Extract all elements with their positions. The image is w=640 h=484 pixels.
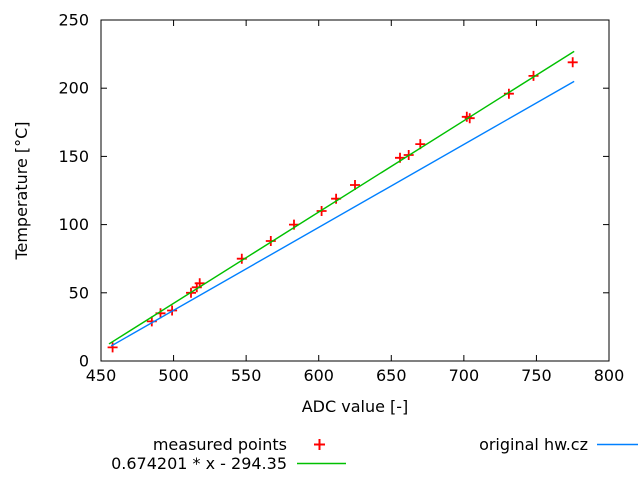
x-tick-label: 500 <box>158 366 189 385</box>
plot-border <box>100 19 610 362</box>
legend-label-original-hwcz: original hw.cz <box>479 435 588 454</box>
legend-marker-measured-points <box>314 439 325 450</box>
x-tick-label: 550 <box>231 366 262 385</box>
tick-labels: 450 500 550 600 650 700 750 800 0 50 100 150 200 250 <box>58 11 624 386</box>
x-tick-label: 800 <box>594 366 625 385</box>
legend-label-fit-line: 0.674201 * x - 294.35 <box>111 454 287 473</box>
y-tick-label: 100 <box>58 215 89 234</box>
y-tick-label: 50 <box>69 283 89 302</box>
y-tick-label: 200 <box>58 79 89 98</box>
x-tick-label: 450 <box>86 366 117 385</box>
y-tick-label: 150 <box>58 147 89 166</box>
legend: measured points 0.674201 * x - 294.35 or… <box>111 435 638 473</box>
axis-ticks <box>100 19 610 362</box>
x-tick-label: 700 <box>449 366 480 385</box>
series-layer <box>107 50 578 353</box>
series-line-original-hw-cz <box>110 80 575 347</box>
y-tick-label: 250 <box>58 11 89 30</box>
series-line-0-674201-x-294-35 <box>108 50 575 345</box>
x-tick-label: 650 <box>376 366 407 385</box>
legend-label-measured-points: measured points <box>153 435 287 454</box>
y-tick-label: 0 <box>79 352 89 371</box>
x-tick-label: 750 <box>521 366 552 385</box>
x-axis-label: ADC value [-] <box>302 397 409 416</box>
y-axis-label: Temperature [°C] <box>12 121 31 260</box>
x-tick-label: 600 <box>303 366 334 385</box>
